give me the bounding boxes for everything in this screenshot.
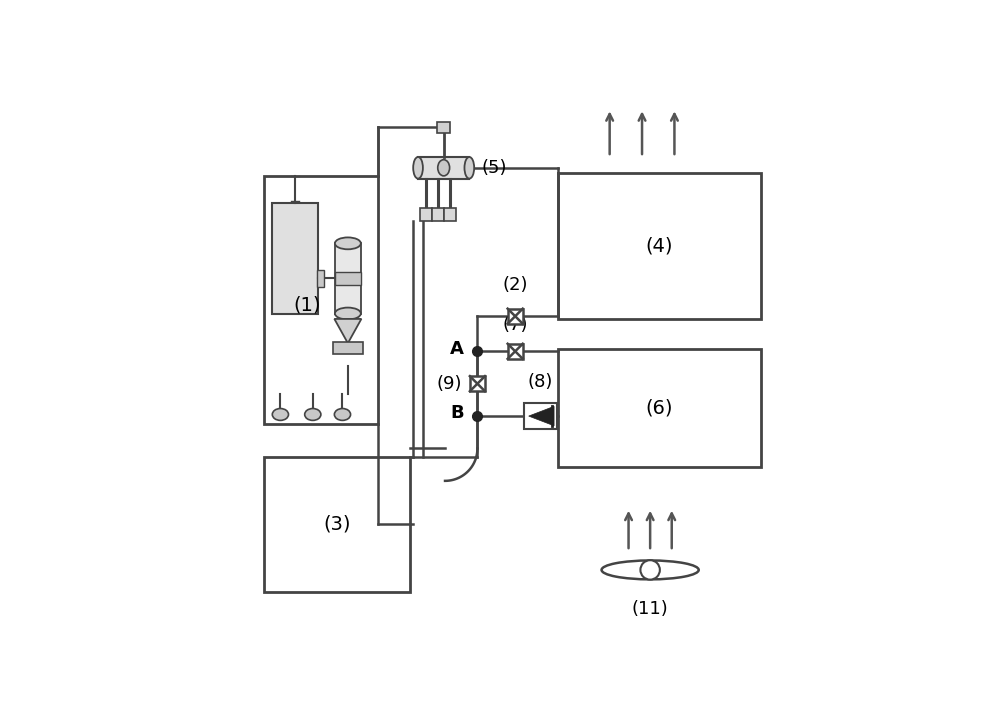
FancyBboxPatch shape	[264, 176, 378, 424]
Text: (5): (5)	[481, 159, 507, 177]
FancyBboxPatch shape	[335, 243, 361, 313]
FancyBboxPatch shape	[264, 456, 410, 592]
Text: (4): (4)	[646, 236, 673, 256]
FancyBboxPatch shape	[272, 203, 318, 313]
FancyBboxPatch shape	[444, 208, 456, 222]
Ellipse shape	[335, 308, 361, 320]
Text: (11): (11)	[632, 599, 669, 618]
Ellipse shape	[413, 157, 423, 179]
FancyBboxPatch shape	[470, 376, 485, 391]
Ellipse shape	[438, 160, 450, 176]
Ellipse shape	[305, 409, 321, 421]
FancyBboxPatch shape	[437, 122, 450, 132]
FancyBboxPatch shape	[508, 343, 523, 359]
Text: (1): (1)	[294, 296, 321, 315]
FancyBboxPatch shape	[333, 342, 363, 354]
Ellipse shape	[272, 409, 288, 421]
Circle shape	[640, 560, 660, 580]
Ellipse shape	[335, 238, 361, 250]
FancyBboxPatch shape	[335, 272, 361, 285]
Text: (6): (6)	[646, 398, 673, 418]
Text: (8): (8)	[528, 373, 553, 391]
Polygon shape	[334, 319, 361, 343]
Text: (2): (2)	[502, 275, 528, 294]
FancyBboxPatch shape	[558, 348, 761, 468]
FancyBboxPatch shape	[418, 157, 469, 179]
Ellipse shape	[464, 157, 474, 179]
FancyBboxPatch shape	[432, 208, 444, 222]
Polygon shape	[529, 407, 554, 426]
FancyBboxPatch shape	[508, 308, 523, 324]
Text: B: B	[450, 404, 464, 423]
FancyBboxPatch shape	[524, 403, 557, 429]
FancyBboxPatch shape	[420, 208, 432, 222]
Text: (3): (3)	[323, 515, 351, 533]
FancyBboxPatch shape	[317, 271, 324, 287]
Text: A: A	[450, 339, 464, 358]
Text: (9): (9)	[436, 375, 462, 393]
Text: (7): (7)	[502, 316, 528, 334]
Ellipse shape	[334, 409, 351, 421]
FancyBboxPatch shape	[558, 173, 761, 319]
